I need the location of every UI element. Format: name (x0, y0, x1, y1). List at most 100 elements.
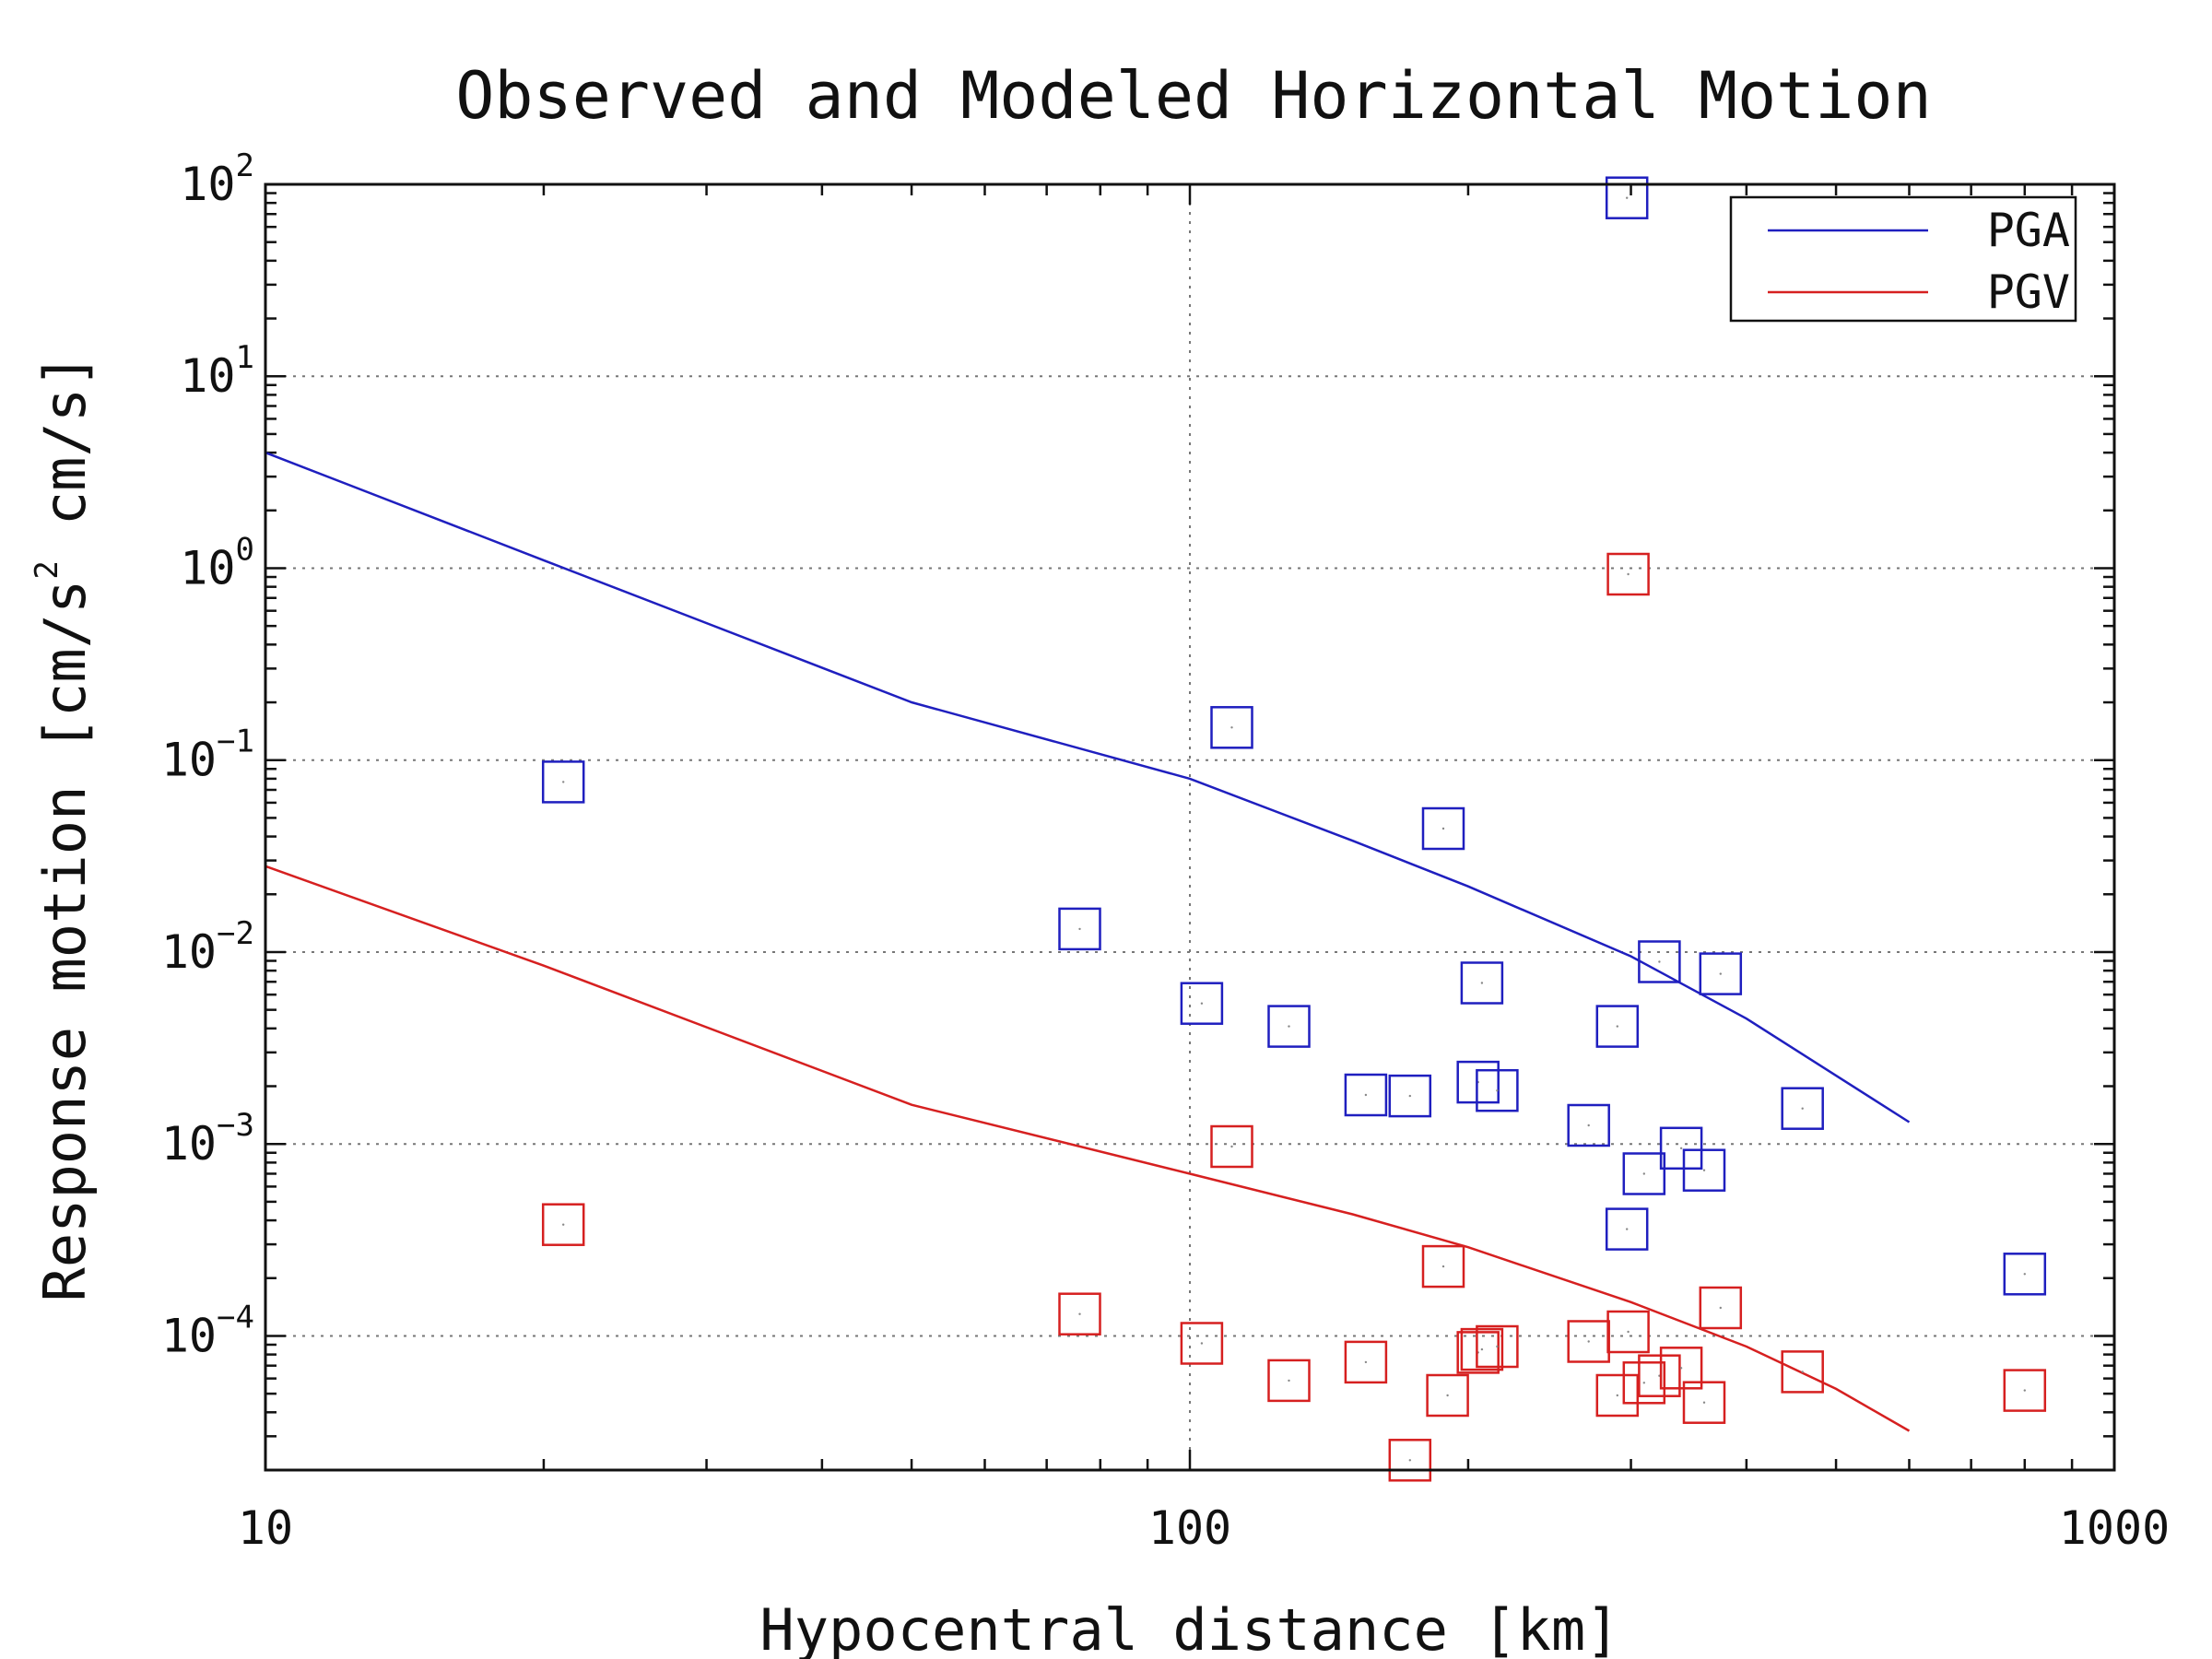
pga-point (1476, 1068, 1519, 1112)
pga-point-center (1658, 960, 1661, 963)
axis-ticks (264, 182, 2116, 1472)
y-tick-label: 10−1 (161, 724, 254, 787)
pga-point (1638, 940, 1681, 983)
y-tick-label: 102 (180, 147, 254, 211)
pgv-point (1606, 1310, 1650, 1354)
pga-point-center (1078, 927, 1081, 931)
pgv-point-center (1587, 1340, 1590, 1343)
y-tick-label-base: 10 (180, 349, 235, 403)
y-tick-label-exponent: 1 (236, 339, 254, 376)
pgv-point (1460, 1327, 1504, 1371)
pgv-point-center (1496, 1345, 1499, 1348)
y-tick-label-exponent: −3 (217, 1107, 254, 1144)
pga-point-center (1480, 982, 1484, 984)
pgv-point (1781, 1350, 1824, 1394)
pgv-point-center (1078, 1312, 1081, 1315)
legend-pga-label: PGA (1987, 204, 2070, 257)
pgv-point-center (1801, 1371, 1804, 1373)
pgv-point (1659, 1347, 1703, 1390)
pga-point-center (562, 781, 565, 783)
pga-point (1267, 1005, 1311, 1048)
pgv-point (1421, 1244, 1465, 1288)
pga-point (1781, 1087, 1824, 1130)
x-axis-label: Hypocentral distance [km] (759, 1596, 1619, 1659)
y-tick-label-exponent: 0 (236, 531, 254, 568)
y-tick-label-base: 10 (161, 925, 217, 979)
pgv-point-center (1627, 1330, 1630, 1334)
pgv-point (1622, 1361, 1666, 1405)
pgv-point (1058, 1292, 1101, 1335)
pga-point-center (1719, 972, 1723, 975)
pga-point (2003, 1253, 2047, 1296)
pga-point-center (1408, 1094, 1412, 1098)
pga-point-center (1626, 1228, 1629, 1230)
y-tick-label: 10−3 (161, 1107, 254, 1171)
pgv-point (2003, 1369, 2047, 1412)
pga-point (1210, 706, 1253, 749)
pga-point-center (1587, 1124, 1590, 1127)
legend-pgv-label: PGV (1987, 265, 2070, 319)
pgv-point (1267, 1359, 1311, 1403)
pga-point (1567, 1103, 1610, 1147)
pga-point (1058, 907, 1101, 951)
y-tick-label: 10−4 (161, 1299, 254, 1362)
pga-point-center (1801, 1107, 1804, 1110)
x-tick-label: 100 (1148, 1501, 1231, 1555)
pgv-point-center (1408, 1459, 1412, 1462)
x-tick-label: 1000 (2059, 1501, 2170, 1555)
pgv-point-center (1719, 1306, 1723, 1310)
pga-point (541, 760, 585, 804)
pga-point-center (1679, 1147, 1683, 1150)
y-axis-label-superscript: 2 (29, 560, 65, 579)
pga-point-center (1441, 827, 1445, 830)
pgv-point (1595, 1373, 1640, 1418)
pgv-point-center (1480, 1347, 1484, 1351)
pga-point (1699, 952, 1743, 995)
pga-point-center (1230, 726, 1233, 729)
pgv-point-center (1441, 1265, 1445, 1268)
y-axis-label: Response motion [cm/s2 cm/s] (29, 354, 99, 1302)
pgv-point-center (562, 1223, 565, 1226)
y-tick-label: 101 (180, 339, 254, 403)
pgv-point (1476, 1324, 1519, 1369)
pga-point (1388, 1074, 1432, 1118)
y-tick-label-base: 10 (180, 158, 235, 211)
pgv-point (1606, 552, 1650, 596)
pgv-point-center (1679, 1367, 1683, 1370)
pga-point (1180, 982, 1224, 1025)
pga-model-line (265, 451, 1911, 1124)
pgv-point-center (1364, 1360, 1368, 1364)
pga-point-center (1626, 196, 1629, 199)
y-tick-label: 10−2 (161, 915, 254, 979)
pgv-point (1699, 1286, 1743, 1330)
pga-point-center (1642, 1172, 1646, 1175)
pgv-observed-points (541, 552, 2047, 1482)
x-tick-label: 10 (238, 1501, 293, 1555)
y-tick-label-exponent: −1 (217, 724, 254, 760)
pgv-point-center (1642, 1382, 1646, 1384)
pga-point (1659, 1126, 1703, 1171)
series (265, 176, 2047, 1482)
y-tick-label-base: 10 (161, 734, 217, 787)
pga-point (1622, 1152, 1666, 1195)
pgv-point-center (1627, 572, 1630, 576)
pgv-point (1682, 1381, 1726, 1424)
y-tick-label-base: 10 (161, 1117, 217, 1171)
pgv-point (1426, 1373, 1469, 1418)
pgv-point (541, 1203, 585, 1246)
pga-point-center (1616, 1025, 1619, 1028)
pgv-point (1180, 1322, 1224, 1365)
pgv-point-center (1446, 1394, 1449, 1397)
legend: PGA PGV (1729, 195, 2077, 323)
pga-point (1456, 1060, 1500, 1104)
pga-point (1682, 1148, 1726, 1192)
pga-observed-points (541, 176, 2047, 1296)
pgv-point (1210, 1124, 1253, 1169)
pga-point-center (1200, 1002, 1204, 1005)
y-tick-label-base: 10 (161, 1309, 217, 1362)
pga-point-center (2023, 1273, 2026, 1276)
pga-point-center (1496, 1089, 1499, 1092)
pgv-point-center (1288, 1379, 1290, 1382)
